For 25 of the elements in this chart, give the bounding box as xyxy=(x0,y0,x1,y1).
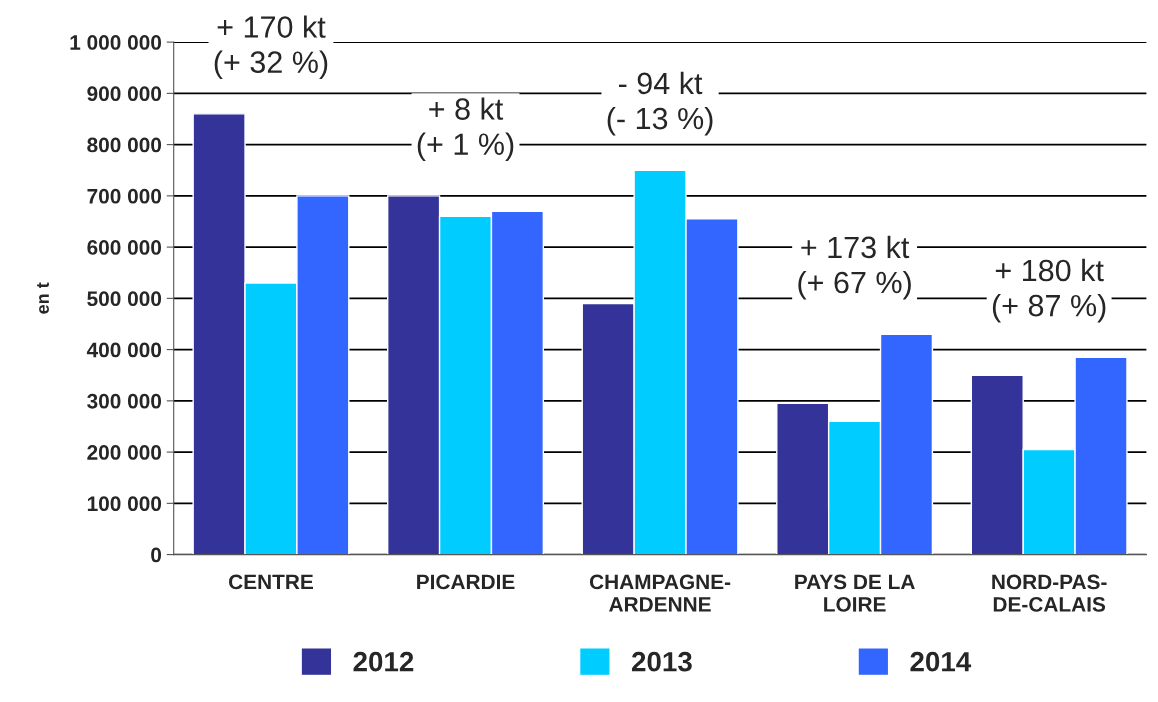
x-tick-label: CHAMPAGNE- ARDENNE xyxy=(589,574,731,612)
y-tick-label: 1 000 000 xyxy=(70,35,162,50)
y-tick-label: 0 xyxy=(151,547,162,563)
y-tick-label: 300 000 xyxy=(87,393,162,409)
legend-label: 2012 xyxy=(353,651,414,672)
x-tick-label: PAYS DE LA LOIRE xyxy=(795,574,915,612)
legend-label: 2013 xyxy=(631,651,692,672)
annotation: - 94 kt (- 13 %) xyxy=(607,71,713,136)
y-tick-label: 800 000 xyxy=(87,137,162,153)
x-tick-label: NORD-PAS- DE-CALAIS xyxy=(992,574,1107,612)
y-tick-label: 500 000 xyxy=(87,291,162,307)
y-tick-label: 700 000 xyxy=(87,188,162,204)
y-axis-title: en t xyxy=(37,282,49,314)
x-tick-label: PICARDIE xyxy=(417,574,515,590)
annotation: + 170 kt (+ 32 %) xyxy=(214,15,328,80)
y-tick-label: 900 000 xyxy=(87,86,162,102)
legend-label: 2014 xyxy=(910,651,972,672)
y-tick-label: 600 000 xyxy=(87,240,162,255)
x-tick-label: CENTRE xyxy=(229,574,313,590)
annotation: + 180 kt (+ 87 %) xyxy=(992,258,1106,323)
annotation: + 173 kt (+ 67 %) xyxy=(798,235,911,300)
annotation: + 8 kt (+ 1 %) xyxy=(417,97,514,162)
y-tick-label: 400 000 xyxy=(86,342,162,358)
y-tick-label: 100 000 xyxy=(87,496,162,512)
y-tick-label: 200 000 xyxy=(87,445,162,460)
